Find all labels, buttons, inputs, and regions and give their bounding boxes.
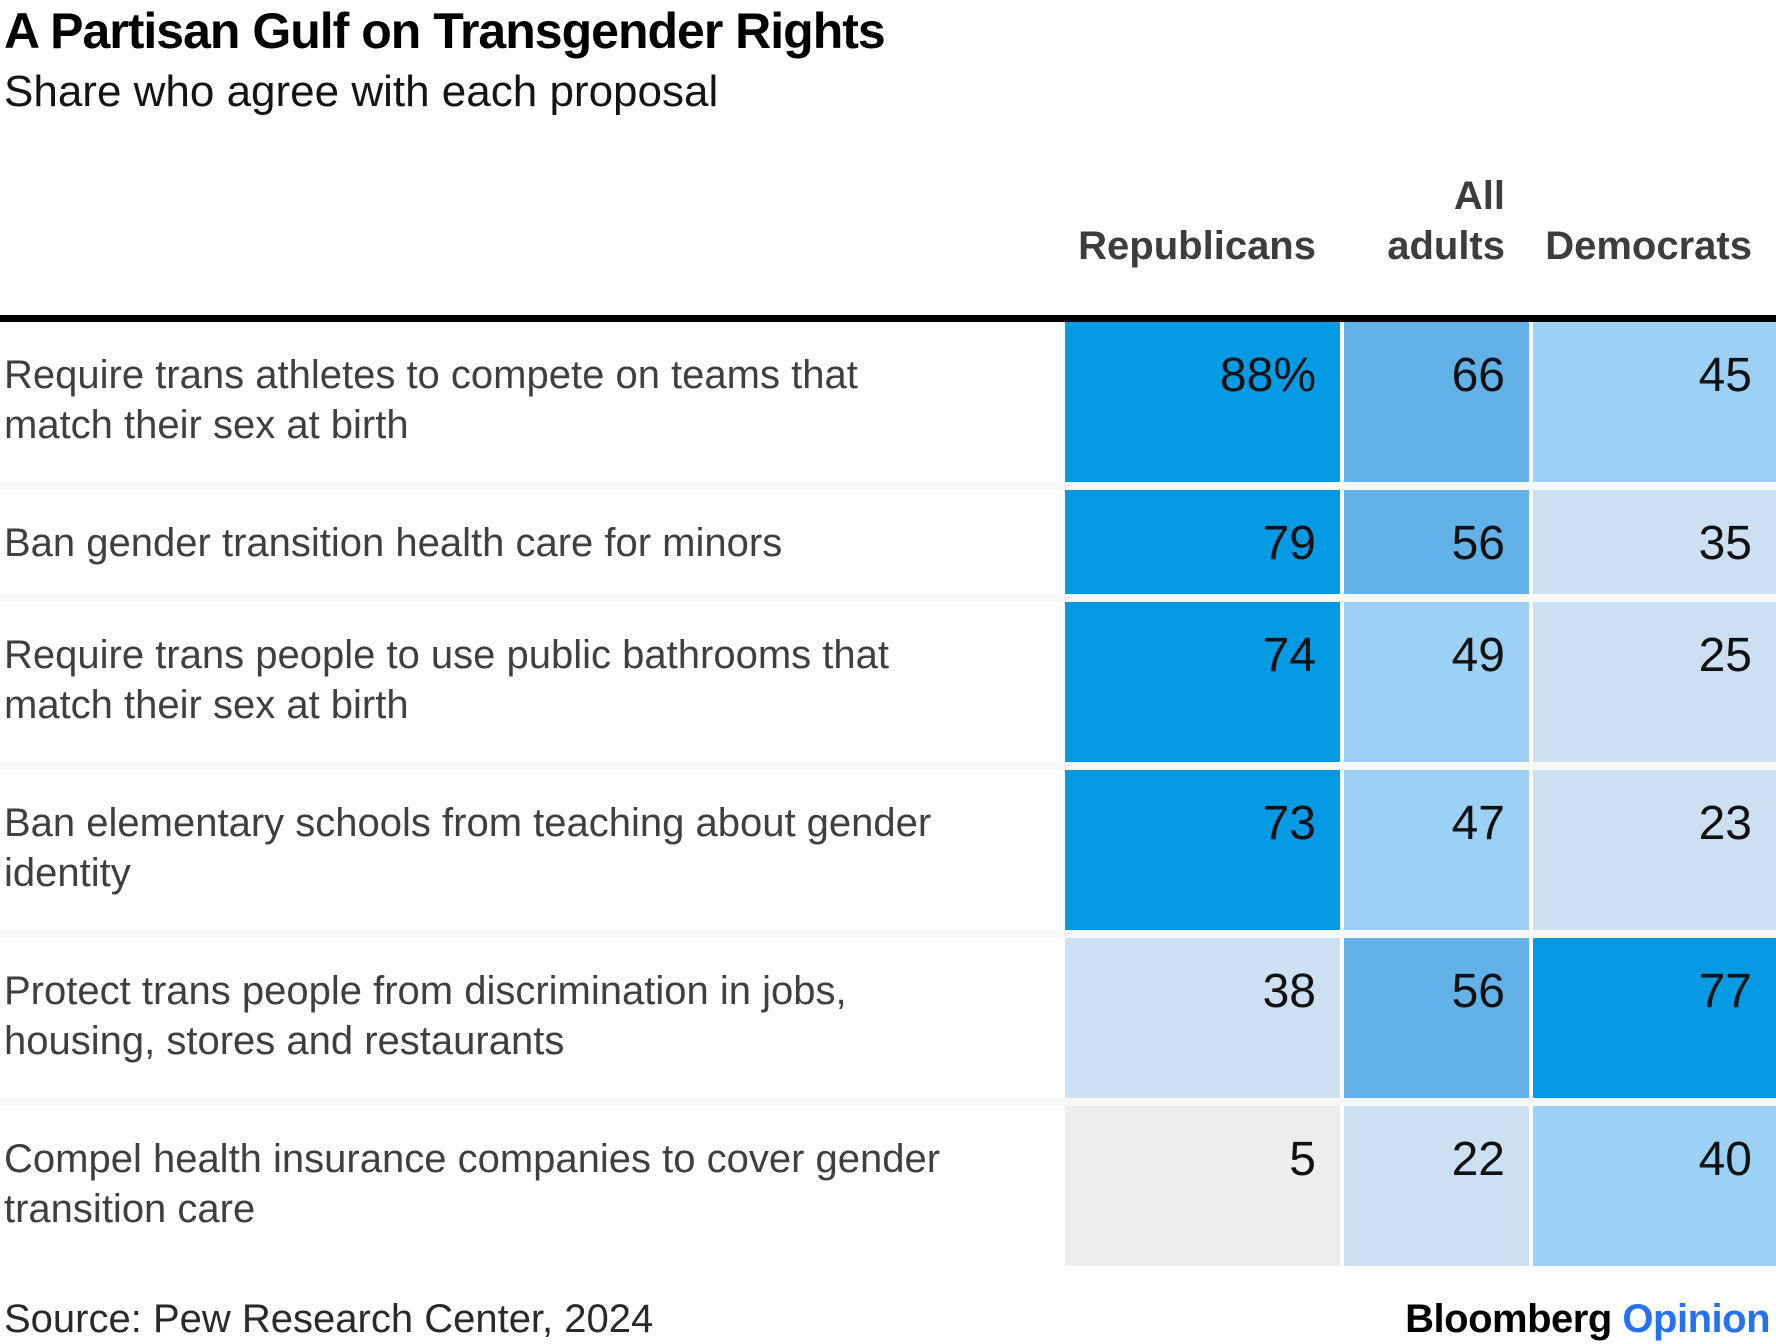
column-gap [1529,490,1533,594]
chart-subtitle: Share who agree with each proposal [4,67,719,116]
value-cell-democrats: 77 [1533,938,1776,1098]
table-row: Ban gender transition health care for mi… [0,490,1776,594]
table-top-border [0,315,1776,322]
value-cell-democrats: 23 [1533,770,1776,930]
value-cell-republicans: 74 [1065,602,1340,762]
value-cell-democrats: 35 [1533,490,1776,594]
column-headers: Republicans All adults Democrats [0,118,1776,315]
table-body: Require trans athletes to compete on tea… [0,322,1776,1266]
bloomberg-wordmark: Bloomberg [1405,1297,1612,1341]
column-gap [1340,938,1344,1098]
column-header-democrats: Democrats [1545,224,1752,268]
row-separator [0,594,1776,602]
row-separator [0,482,1776,490]
chart-title: A Partisan Gulf on Transgender Rights [4,3,886,59]
row-label: Compel health insurance companies to cov… [4,1137,941,1231]
row-label: Ban gender transition health care for mi… [4,521,783,565]
table-row: Protect trans people from discrimination… [0,938,1776,1098]
column-gap [1340,1106,1344,1266]
table-row: Require trans athletes to compete on tea… [0,322,1776,482]
column-gap [1529,602,1533,762]
value-cell-democrats: 40 [1533,1106,1776,1266]
row-label: Require trans athletes to compete on tea… [4,353,858,447]
column-gap [1529,1106,1533,1266]
value-cell-all-adults: 66 [1344,322,1529,482]
bloomberg-opinion-logo: Bloomberg Opinion [1405,1294,1770,1344]
row-label: Ban elementary schools from teaching abo… [4,801,932,895]
value-cell-republicans: 38 [1065,938,1340,1098]
chart-footer: Source: Pew Research Center, 2024 Bloomb… [0,1266,1776,1344]
value-cell-republicans: 73 [1065,770,1340,930]
column-header-all-adults: All adults [1387,174,1505,268]
value-cell-democrats: 25 [1533,602,1776,762]
column-gap [1529,322,1533,482]
value-cell-all-adults: 56 [1344,938,1529,1098]
column-gap [1340,602,1344,762]
column-gap [1340,770,1344,930]
opinion-wordmark: Opinion [1622,1297,1770,1341]
table-row: Compel health insurance companies to cov… [0,1106,1776,1266]
column-gap [1529,938,1533,1098]
row-separator [0,1098,1776,1106]
table-row: Require trans people to use public bathr… [0,602,1776,762]
column-gap [1340,322,1344,482]
column-header-republicans: Republicans [1078,224,1316,268]
table-row: Ban elementary schools from teaching abo… [0,770,1776,930]
value-cell-republicans: 5 [1065,1106,1340,1266]
value-cell-republicans: 88% [1065,322,1340,482]
column-gap [1340,490,1344,594]
column-gap [1529,770,1533,930]
value-cell-all-adults: 56 [1344,490,1529,594]
value-cell-all-adults: 22 [1344,1106,1529,1266]
row-separator [0,762,1776,770]
row-label: Require trans people to use public bathr… [4,633,889,727]
source-note: Source: Pew Research Center, 2024 [4,1297,654,1341]
value-cell-all-adults: 47 [1344,770,1529,930]
value-cell-republicans: 79 [1065,490,1340,594]
row-label: Protect trans people from discrimination… [4,969,847,1063]
row-separator [0,930,1776,938]
value-cell-all-adults: 49 [1344,602,1529,762]
value-cell-democrats: 45 [1533,322,1776,482]
